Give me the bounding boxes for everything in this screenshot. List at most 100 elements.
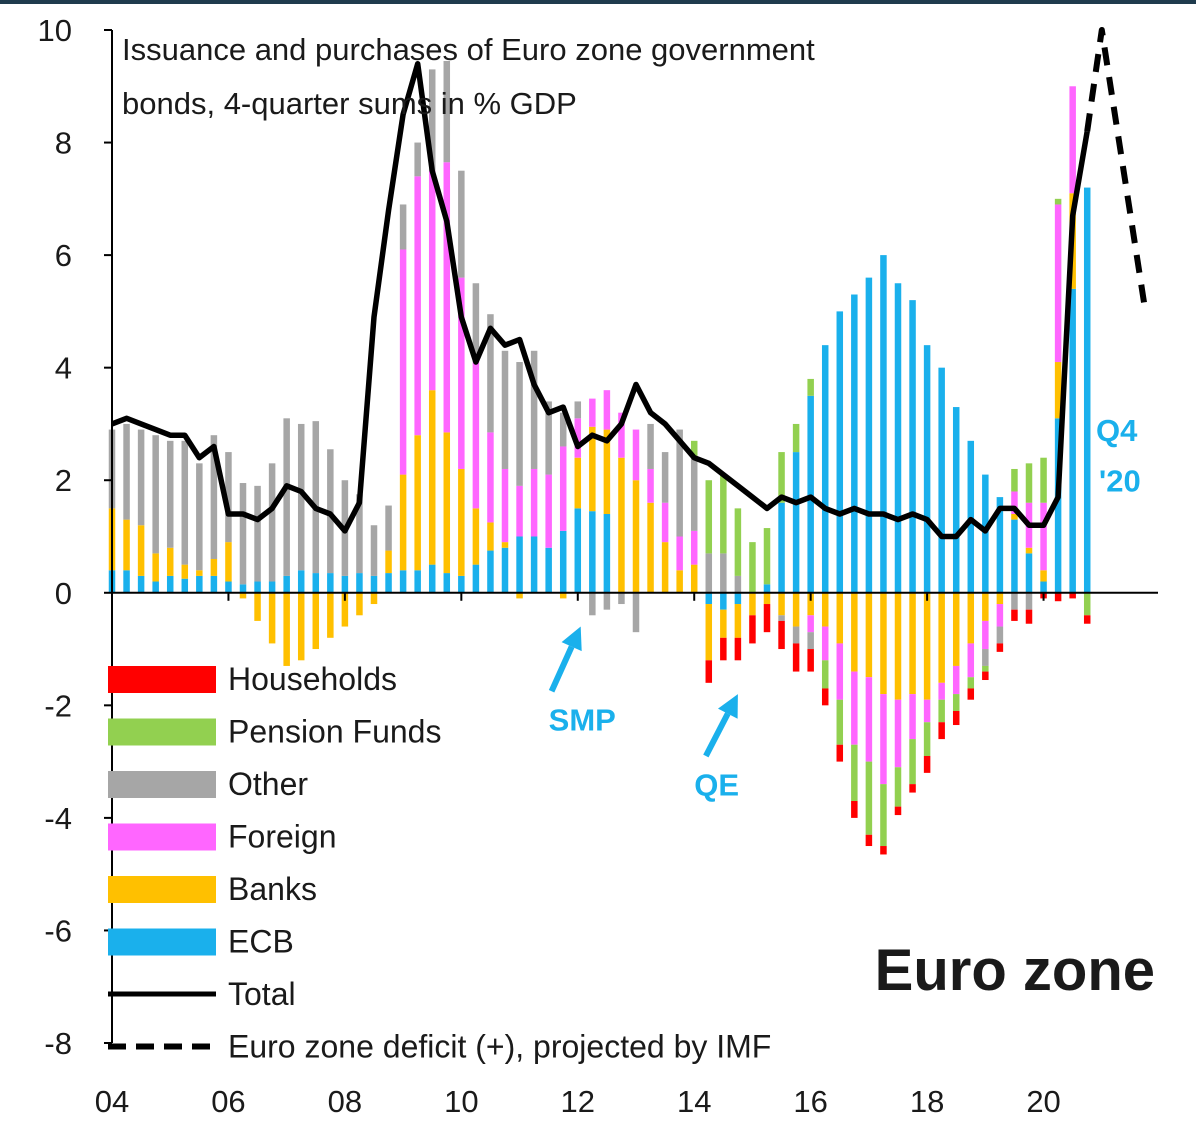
bar-ecb [210,575,218,593]
bar-ecb [414,570,421,593]
bar-ecb [181,578,189,593]
bar-pension-funds [749,542,756,593]
bar-households [851,801,858,818]
bar-other [705,553,713,593]
y-tick-label: -8 [44,1026,72,1061]
legend-label: ECB [228,924,294,960]
bar-banks [720,609,727,638]
bar-foreign [501,468,509,543]
bar-banks [778,592,785,616]
legend-swatch [108,876,216,903]
bar-pension-funds [778,452,785,503]
bar-households [967,688,975,700]
bar-ecb [428,564,436,593]
bar-other [472,283,480,363]
legend-swatch [108,928,216,956]
bar-other [778,615,785,621]
bar-pension-funds [792,423,800,453]
bar-households [982,671,989,681]
bar-banks [661,542,669,593]
bar-other [530,350,538,469]
bar-foreign [574,418,582,458]
region-label: Euro zone [875,938,1155,1003]
y-tick-label: 6 [55,238,72,273]
bar-other [632,592,640,633]
bar-banks [283,592,290,666]
legend-swatch [108,823,216,851]
bar-other [603,592,611,610]
x-tick-label: 16 [793,1084,827,1119]
bar-ecb [196,575,203,593]
bar-banks [734,604,742,638]
x-tick-label: 08 [328,1084,362,1119]
bar-ecb [589,511,596,593]
annotation-20: '20 [1099,463,1141,498]
bar-banks [865,592,873,678]
bar-banks [690,564,698,593]
bar-foreign [836,643,844,700]
bar-other [574,401,582,419]
bar-banks [880,592,887,695]
bar-households [778,620,785,650]
bar-households [821,688,829,706]
bar-foreign [938,682,945,700]
title-line: bonds, 4-quarter sums in % GDP [122,86,577,121]
bar-ecb [312,573,320,593]
bar-ecb [370,575,378,593]
bar-banks [385,550,392,574]
bar-ecb [938,367,945,593]
bar-foreign [967,643,975,678]
bar-ecb [268,581,276,593]
bar-banks [443,432,451,574]
bar-other [210,435,218,560]
legend-label: Other [228,766,308,802]
bar-other [720,553,727,593]
bar-ecb [1083,187,1091,593]
bar-foreign [952,665,960,695]
bar-banks [428,390,436,565]
bar-banks [618,457,625,593]
bar-other [137,429,145,526]
bar-banks [268,592,276,644]
bar-banks [181,564,189,579]
bar-banks [923,592,931,700]
bar-ecb [297,570,305,593]
bar-other [399,204,407,250]
bar-ecb [865,277,873,593]
bar-other [385,505,392,551]
bar-banks [792,592,800,627]
deficit-projection-line [1084,27,1149,312]
bar-banks [967,592,975,644]
bar-other [545,401,552,475]
bar-banks [297,592,305,661]
bar-banks [836,592,844,644]
bar-ecb [472,564,480,593]
bar-ecb [763,584,771,593]
bar-banks [589,426,596,512]
bar-households [792,643,800,672]
bar-ecb [166,575,174,593]
bar-ecb [894,283,902,593]
bar-ecb [443,573,451,593]
bar-foreign [690,530,698,565]
bar-banks [356,592,363,616]
bar-foreign [632,429,640,481]
bar-ecb [734,592,742,605]
bar-banks [603,429,611,514]
x-tick-label: 20 [1026,1084,1060,1119]
bar-households [952,710,960,726]
bar-foreign [399,249,407,475]
bar-households [909,784,916,793]
bar-other [1025,592,1033,610]
bar-ecb [603,513,611,593]
bar-pension-funds [982,665,989,672]
bar-ecb [792,452,800,593]
bar-other [356,494,363,574]
bar-ecb [254,581,261,593]
bar-foreign [428,170,436,391]
bar-foreign [909,694,916,740]
bar-banks [982,592,989,621]
bar-other [370,525,378,576]
bar-foreign [1040,502,1047,571]
bar-ecb [880,255,887,593]
